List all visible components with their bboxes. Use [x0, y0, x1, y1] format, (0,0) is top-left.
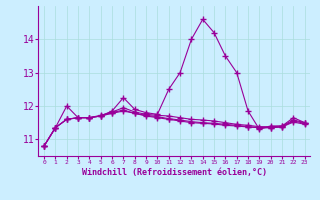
X-axis label: Windchill (Refroidissement éolien,°C): Windchill (Refroidissement éolien,°C) — [82, 168, 267, 177]
